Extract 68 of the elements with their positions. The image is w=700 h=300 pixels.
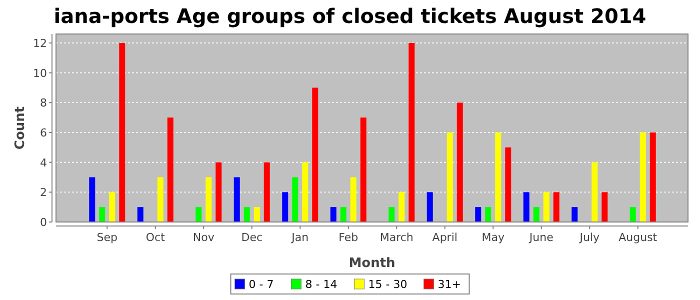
legend-label: 15 - 30 <box>368 278 408 291</box>
bar <box>533 207 540 222</box>
bar <box>408 42 415 222</box>
bar <box>572 207 578 222</box>
y-tick-label: 10 <box>33 66 47 80</box>
x-tick-label: Feb <box>338 231 358 244</box>
bar <box>216 162 222 222</box>
bar <box>630 207 636 222</box>
bar <box>244 207 250 222</box>
bar <box>592 162 598 222</box>
bar <box>398 192 405 222</box>
y-tick-label: 0 <box>40 216 47 229</box>
bar <box>602 192 608 222</box>
bar <box>640 132 646 222</box>
bar <box>340 207 346 222</box>
bar <box>495 132 502 222</box>
bar <box>302 162 308 222</box>
bar <box>485 207 492 222</box>
x-tick-label: May <box>482 231 505 244</box>
bar <box>650 132 656 222</box>
bar <box>234 177 240 222</box>
x-tick-label: June <box>528 231 554 244</box>
bar <box>282 192 288 222</box>
bar <box>137 207 144 222</box>
bar <box>350 177 356 222</box>
bar <box>330 207 336 222</box>
bar <box>360 118 366 222</box>
bar <box>99 207 106 222</box>
bar <box>446 132 453 222</box>
bar <box>157 177 164 222</box>
y-tick-label: 8 <box>40 96 47 110</box>
bar <box>523 192 530 222</box>
x-tick-label: Dec <box>241 231 263 244</box>
x-tick-label: April <box>432 231 458 244</box>
x-tick-label: Sep <box>96 231 118 244</box>
x-tick-label: Nov <box>192 231 215 244</box>
x-tick-label: Jan <box>290 231 309 244</box>
bar <box>426 192 433 222</box>
bar <box>119 42 126 222</box>
bar <box>254 207 260 222</box>
bar <box>312 88 318 222</box>
x-tick-label: March <box>380 231 414 244</box>
bar <box>167 118 174 222</box>
bar <box>388 207 395 222</box>
bar <box>89 177 96 222</box>
bar <box>475 207 482 222</box>
x-tick-label: July <box>578 231 600 244</box>
y-tick-label: 12 <box>33 36 47 50</box>
bar <box>292 177 298 222</box>
x-axis-title: Month <box>348 256 396 271</box>
bar <box>206 177 212 222</box>
legend-label: 31+ <box>438 278 461 291</box>
legend-label: 8 - 14 <box>305 278 338 291</box>
y-axis-title: Count <box>13 106 28 150</box>
y-tick-label: 4 <box>40 156 47 170</box>
bar <box>456 102 463 222</box>
legend-label: 0 - 7 <box>248 278 274 291</box>
bar <box>505 147 512 222</box>
bar <box>196 207 202 222</box>
bar <box>553 192 560 222</box>
x-tick-label: August <box>618 231 658 244</box>
bar <box>109 192 116 222</box>
bar <box>264 162 270 222</box>
bar <box>543 192 550 222</box>
y-tick-label: 6 <box>40 126 47 140</box>
y-tick-label: 2 <box>40 186 47 200</box>
x-tick-label: Oct <box>146 231 166 244</box>
chart-title: iana-ports Age groups of closed tickets August 2014 <box>54 4 646 28</box>
